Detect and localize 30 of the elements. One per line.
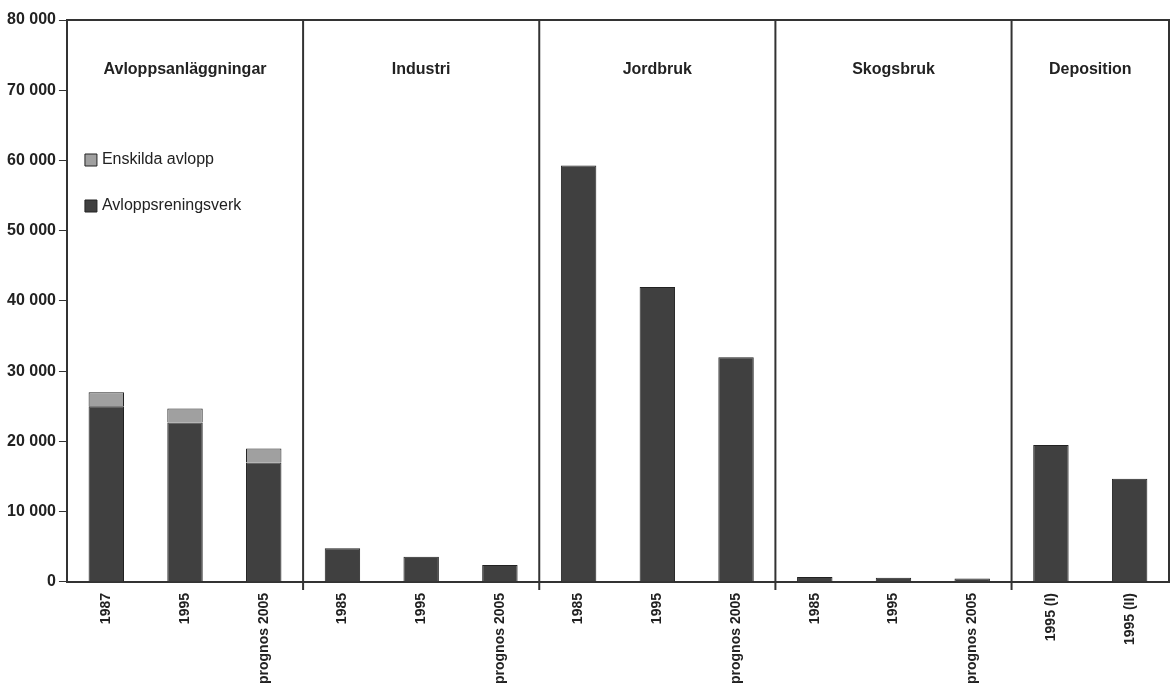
y-tick-label: 10 000 <box>7 502 57 520</box>
x-tick-label: 1985 <box>569 592 586 625</box>
x-tick-label: 1995 (II) <box>1120 592 1137 646</box>
annotation: Jordbruk <box>622 60 693 78</box>
x-tick-label: prognos 2005 <box>254 592 271 684</box>
y-tick-label: 20 000 <box>7 431 57 449</box>
x-tick-label: prognos 2005 <box>726 592 743 684</box>
annotation: Skogsbruk <box>852 60 935 78</box>
y-tick-label: 40 000 <box>7 291 57 309</box>
y-tick-label: 0 <box>47 572 57 590</box>
x-tick-label: 1995 <box>175 592 192 625</box>
x-tick-label: 1987 <box>97 592 114 625</box>
x-tick-label: prognos 2005 <box>963 592 980 684</box>
y-tick-label: 70 000 <box>7 80 57 98</box>
x-tick-label: prognos 2005 <box>490 592 507 684</box>
legend-label: Avloppsreningsverk <box>101 196 243 214</box>
x-tick-label: 1995 (I) <box>1041 592 1058 642</box>
x-tick-label: 1995 <box>648 592 665 625</box>
y-tick-label: 80 000 <box>7 10 57 28</box>
y-tick-label: 30 000 <box>7 361 57 379</box>
annotation: Industri <box>391 60 451 78</box>
annotation: Avloppsanläggningar <box>103 60 267 78</box>
y-tick-label: 50 000 <box>7 221 57 239</box>
x-tick-label: 1995 <box>412 592 429 625</box>
x-tick-label: 1985 <box>333 592 350 625</box>
x-tick-label: 1995 <box>884 592 901 625</box>
legend-label: Enskilda avlopp <box>101 150 215 168</box>
x-tick-label: 1985 <box>805 592 822 625</box>
annotation: Deposition <box>1048 60 1132 78</box>
y-tick-label: 60 000 <box>7 150 57 168</box>
